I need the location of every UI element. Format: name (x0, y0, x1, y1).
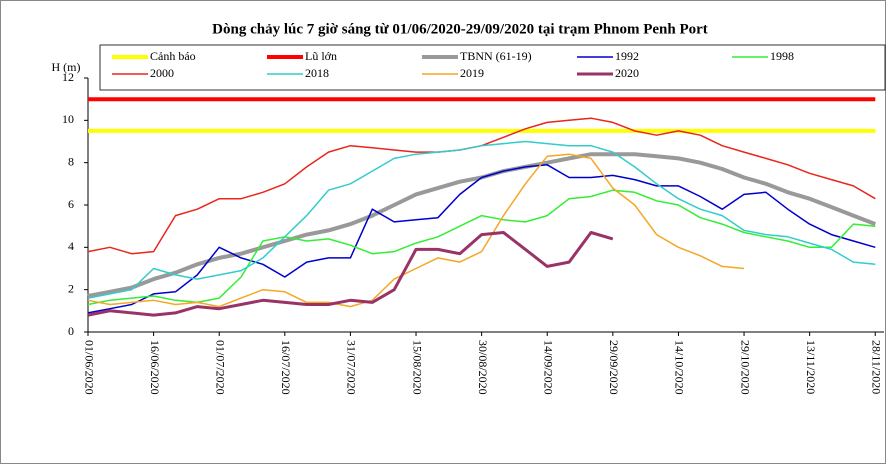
series-line (87, 140, 876, 299)
legend-label: 2018 (305, 66, 329, 80)
x-tick-label: 28/11/2020 (870, 340, 884, 394)
legend-label: 2020 (615, 66, 639, 80)
y-tick-label: 4 (68, 239, 74, 253)
x-tick-label: 16/07/2020 (279, 340, 293, 395)
x-tick-label: 01/07/2020 (213, 340, 227, 395)
legend-label: TBNN (61-19) (460, 49, 532, 63)
x-tick-label: 15/08/2020 (410, 340, 424, 395)
legend-label: 2000 (150, 66, 174, 80)
x-tick-label: 29/09/2020 (607, 340, 621, 395)
x-tick-label: 14/09/2020 (541, 340, 555, 395)
legend-box (99, 44, 886, 91)
x-tick-label: 31/07/2020 (345, 340, 359, 395)
x-tick-label: 13/11/2020 (804, 340, 818, 394)
x-tick-label: 30/08/2020 (476, 340, 490, 395)
series-line (87, 189, 876, 306)
y-tick-label: 10 (62, 112, 74, 126)
series-line (87, 153, 745, 308)
y-tick-label: 6 (68, 197, 74, 211)
legend-label: 1998 (770, 49, 794, 63)
chart-title: Dòng chảy lúc 7 giờ sáng từ 01/06/2020-2… (212, 21, 708, 37)
y-tick-label: 2 (68, 281, 74, 295)
x-tick-label: 16/06/2020 (148, 340, 162, 395)
series-line (87, 164, 876, 314)
y-tick-label: 0 (68, 324, 74, 338)
y-tick-label: 8 (68, 154, 74, 168)
x-tick-label: 01/06/2020 (82, 340, 96, 395)
legend-label: Lũ lớn (305, 49, 337, 63)
x-tick-label: 29/10/2020 (738, 340, 752, 395)
y-tick-label: 12 (62, 70, 74, 84)
legend-label: 1992 (615, 49, 639, 63)
y-axis-label: H (m) (52, 60, 81, 74)
x-tick-label: 14/10/2020 (673, 340, 687, 395)
legend-label: 2019 (460, 66, 484, 80)
series-line (87, 231, 614, 317)
legend-label: Cảnh báo (150, 49, 196, 63)
